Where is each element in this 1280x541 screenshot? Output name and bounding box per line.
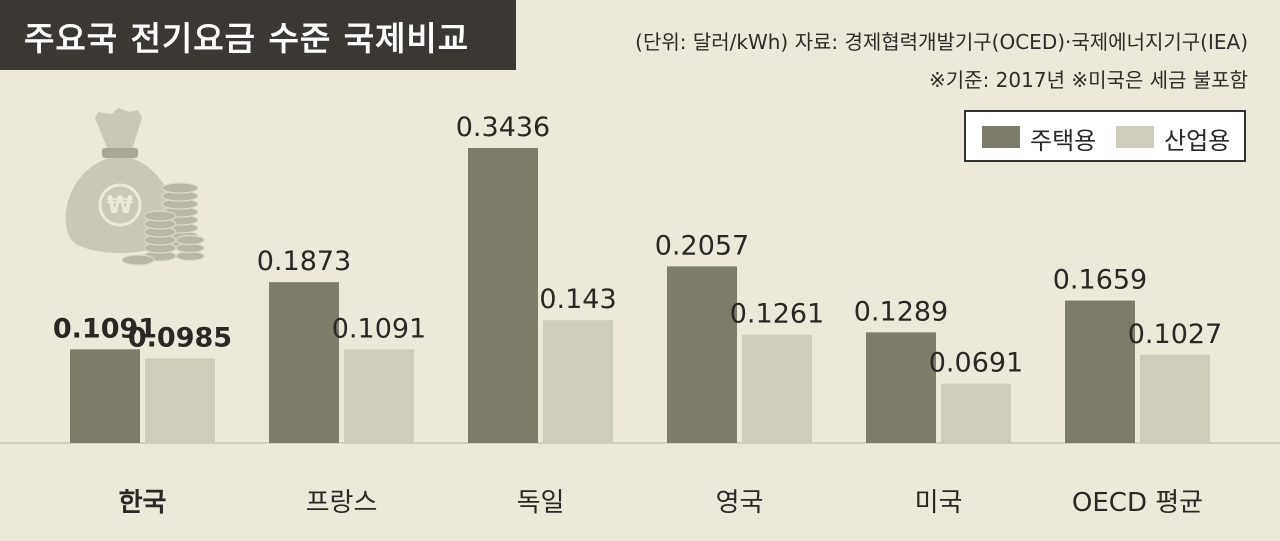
bar-residential-3 [667,266,737,443]
legend: 주택용 산업용 [964,110,1246,162]
note-line: ※기준: 2017년 ※미국은 세금 불포함 [929,68,1248,92]
bar-industrial-0 [145,358,215,443]
legend-swatch-residential [982,126,1020,148]
money-bag-icon: ₩ [65,108,205,266]
legend-swatch-industrial [1116,126,1154,148]
bar-value-label: 0.1873 [257,246,351,277]
unit-source-line: (단위: 달러/kWh) 자료: 경제협력개발기구(OCED)·국제에너지기구(… [635,30,1248,54]
svg-text:₩: ₩ [107,191,134,219]
bar-industrial-1 [344,349,414,443]
bar-value-label: 0.1659 [1053,265,1147,296]
bar-value-label: 0.1289 [854,296,948,327]
category-label: 영국 [716,488,764,518]
category-label: OECD 평균 [1072,488,1203,518]
bar-industrial-3 [742,334,812,443]
bar-value-label: 0.1027 [1128,319,1222,350]
bar-value-label: 0.1091 [53,313,157,344]
bar-value-label: 0.0691 [929,348,1023,379]
bar-residential-2 [468,148,538,443]
bar-residential-4 [866,332,936,443]
bar-residential-0 [70,349,140,443]
bar-industrial-4 [941,383,1011,443]
category-label: 독일 [517,488,565,518]
category-label: 프랑스 [306,488,378,518]
bar-value-label: 0.1261 [730,299,824,330]
legend-label-industrial: 산업용 [1164,127,1231,155]
bars-group: 0.10910.0985한국0.18730.1091프랑스0.34360.143… [53,112,1222,518]
bar-industrial-2 [543,320,613,443]
chart-title: 주요국 전기요금 수준 국제비교 [24,19,470,58]
bar-residential-5 [1065,300,1135,443]
legend-label-residential: 주택용 [1030,127,1097,155]
bar-value-label: 0.143 [539,284,616,315]
bar-residential-1 [269,282,339,443]
title-box: 주요국 전기요금 수준 국제비교 [0,0,516,70]
bar-value-label: 0.2057 [655,230,749,261]
bar-industrial-5 [1140,354,1210,443]
category-label: 한국 [119,488,167,518]
bar-value-label: 0.1091 [332,313,426,344]
category-label: 미국 [915,488,963,518]
bar-value-label: 0.0985 [128,322,232,353]
bar-value-label: 0.3436 [456,112,550,143]
